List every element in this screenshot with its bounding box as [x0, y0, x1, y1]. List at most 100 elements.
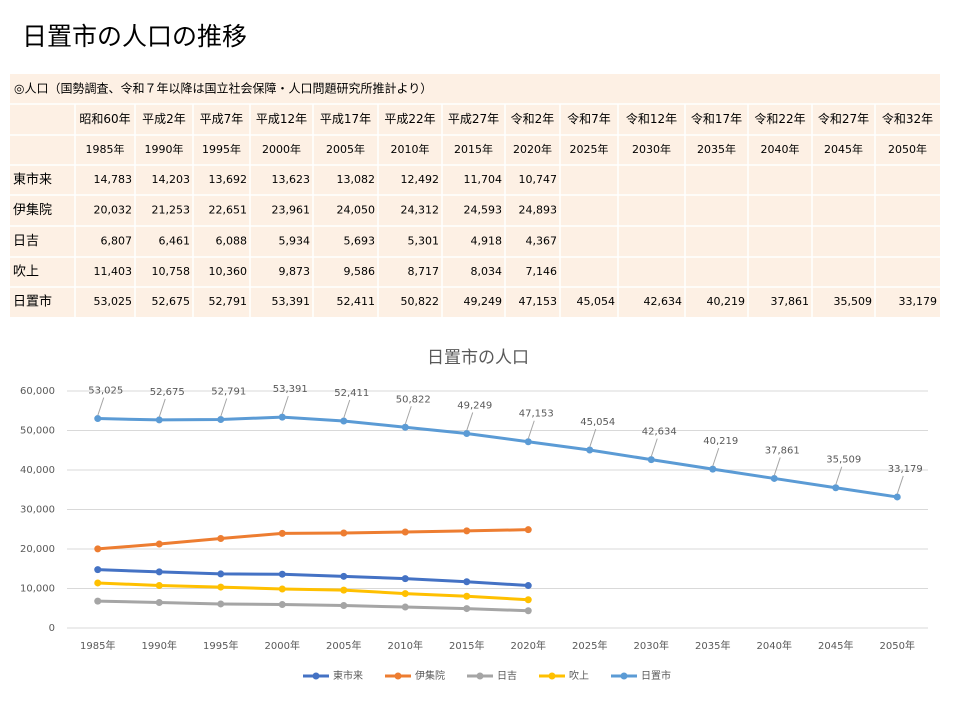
- cell-value: 42,634: [644, 295, 683, 308]
- series-marker: [401, 575, 409, 583]
- label-leader: [589, 428, 597, 448]
- cell-value: 35,509: [834, 295, 873, 308]
- series-marker: [217, 535, 225, 543]
- series-marker: [893, 493, 901, 501]
- y-tick-label: 40,000: [20, 465, 55, 476]
- label-leader: [773, 457, 781, 476]
- series-marker: [278, 585, 286, 593]
- x-tick-label: 2005年: [326, 639, 361, 652]
- year-header: 2000年: [262, 142, 301, 156]
- legend-swatch-marker: [548, 672, 556, 680]
- data-label: 53,391: [273, 384, 308, 395]
- series-marker: [94, 579, 102, 587]
- y-tick-label: 50,000: [20, 426, 55, 437]
- chart-title: 日置市の人口: [427, 348, 529, 368]
- year-header: 2005年: [326, 142, 365, 156]
- year-header: 2020年: [513, 142, 552, 156]
- cell-value: 21,253: [152, 204, 191, 217]
- cell-value: 10,360: [209, 265, 248, 278]
- legend-label: 日吉: [497, 670, 517, 682]
- series-marker: [278, 529, 286, 537]
- row-name: 吹上: [13, 265, 39, 280]
- series-marker: [524, 607, 532, 615]
- cell-value: 10,758: [152, 265, 191, 278]
- x-tick-label: 1990年: [142, 639, 177, 652]
- label-leader: [158, 398, 166, 418]
- series-marker: [94, 566, 102, 574]
- legend-label: 日置市: [641, 669, 671, 682]
- series-marker: [770, 474, 778, 482]
- cell-value: 13,623: [272, 173, 311, 186]
- era-header: 令和12年: [626, 111, 677, 126]
- era-header: 令和22年: [754, 111, 805, 126]
- legend-swatch-marker: [620, 672, 628, 680]
- series-marker: [463, 578, 471, 586]
- series-marker: [524, 582, 532, 590]
- series-marker: [340, 572, 348, 580]
- cell-value: 49,249: [464, 295, 503, 308]
- year-header: 2045年: [824, 142, 863, 156]
- series-marker: [217, 570, 225, 578]
- era-header: 平成27年: [448, 112, 499, 126]
- cell-value: 22,651: [209, 204, 248, 217]
- series-marker: [94, 597, 102, 605]
- label-leader: [466, 412, 474, 431]
- year-header: 2030年: [632, 142, 671, 156]
- cell-value: 6,461: [159, 235, 191, 248]
- cell-value: 13,692: [209, 173, 248, 186]
- y-tick-label: 60,000: [20, 386, 55, 397]
- series-marker: [340, 529, 348, 537]
- x-tick-label: 2015年: [449, 639, 484, 652]
- label-leader: [896, 475, 904, 495]
- cell-value: 5,693: [344, 235, 376, 248]
- series-marker: [401, 590, 409, 598]
- label-leader: [97, 397, 105, 416]
- y-tick-label: 20,000: [20, 544, 55, 555]
- label-leader: [527, 420, 535, 439]
- legend-label: 伊集院: [415, 669, 445, 682]
- y-tick-label: 10,000: [20, 584, 55, 595]
- cell-value: 7,146: [526, 265, 558, 278]
- x-tick-label: 2040年: [757, 639, 792, 652]
- data-label: 33,179: [888, 464, 923, 475]
- series-marker: [340, 586, 348, 594]
- series-marker: [278, 413, 286, 421]
- legend-swatch-marker: [312, 672, 320, 680]
- series-marker: [709, 465, 717, 473]
- x-tick-label: 2020年: [511, 639, 546, 652]
- cell-value: 9,873: [279, 265, 311, 278]
- cell-value: 14,783: [94, 173, 133, 186]
- era-header: 平成17年: [320, 112, 371, 126]
- data-label: 52,675: [150, 387, 185, 398]
- series-marker: [278, 601, 286, 609]
- row-name: 伊集院: [13, 202, 52, 218]
- series-marker: [463, 605, 471, 613]
- era-header: 平成12年: [256, 112, 307, 126]
- series-marker: [401, 423, 409, 431]
- series-marker: [278, 570, 286, 578]
- cell-value: 12,492: [401, 173, 440, 186]
- legend-label: 吹上: [569, 669, 589, 682]
- series-marker: [401, 528, 409, 536]
- series-marker: [832, 484, 840, 492]
- cell-value: 4,367: [526, 235, 558, 248]
- cell-value: 4,918: [471, 235, 503, 248]
- year-header: 2010年: [391, 142, 430, 156]
- cell-value: 52,675: [152, 295, 191, 308]
- series-marker: [340, 417, 348, 425]
- cell-value: 5,301: [408, 235, 440, 248]
- year-header: 2035年: [697, 142, 736, 156]
- series-marker: [217, 600, 225, 608]
- series-marker: [463, 429, 471, 437]
- cell-value: 47,153: [519, 295, 558, 308]
- cell-value: 50,822: [401, 295, 440, 308]
- cell-value: 24,050: [337, 204, 376, 217]
- series-line: [97, 581, 529, 602]
- label-leader: [650, 438, 658, 457]
- y-tick-label: 0: [49, 623, 55, 634]
- row-name: 日置市: [13, 294, 52, 310]
- label-leader: [281, 395, 289, 415]
- series-line: [97, 599, 529, 613]
- year-header: 1985年: [86, 142, 125, 156]
